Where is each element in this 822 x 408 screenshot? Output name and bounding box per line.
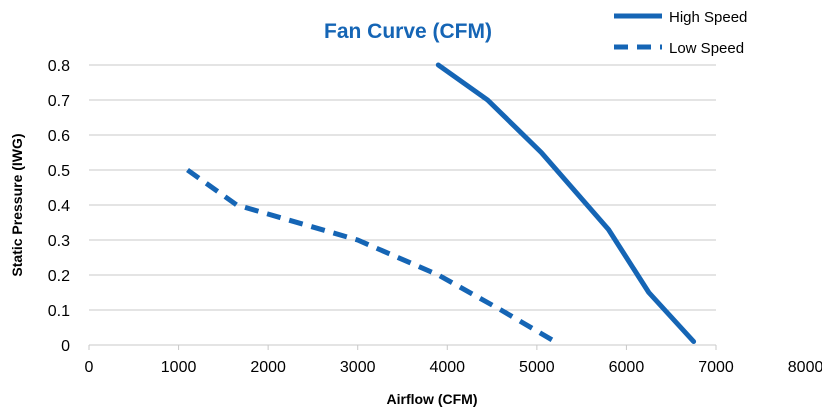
y-tick-label: 0.2 <box>48 268 70 285</box>
y-tick-labels: 0 0.1 0.2 0.3 0.4 0.5 0.6 0.7 0.8 <box>48 58 70 355</box>
series-layer <box>186 62 697 344</box>
y-tick-label: 0.1 <box>48 303 70 320</box>
y-tick-label: 0.3 <box>48 233 70 250</box>
series-line-low-speed <box>186 167 557 344</box>
legend: High Speed Low Speed <box>614 9 747 57</box>
y-tick-label: 0.6 <box>48 128 70 145</box>
x-tick-label: 6000 <box>609 359 645 376</box>
x-tick-label: 7000 <box>698 359 734 376</box>
x-tick-label: 0 <box>85 359 94 376</box>
y-tick-label: 0 <box>61 338 70 355</box>
y-axis-label: Static Pressure (IWG) <box>9 133 25 276</box>
y-tick-label: 0.4 <box>48 198 70 215</box>
x-tick-label: 2000 <box>250 359 286 376</box>
x-tick-label: 8000 <box>788 359 822 376</box>
chart-title: Fan Curve (CFM) <box>324 20 492 43</box>
y-tick-label: 0.8 <box>48 58 70 75</box>
legend-label: Low Speed <box>669 40 744 57</box>
grid-layer <box>88 64 717 350</box>
y-tick-label: 0.5 <box>48 163 70 180</box>
legend-label: High Speed <box>669 9 747 26</box>
series-line-high-speed <box>435 62 697 344</box>
x-tick-label: 5000 <box>519 359 555 376</box>
x-axis-label: Airflow (CFM) <box>387 391 478 407</box>
x-tick-label: 4000 <box>429 359 465 376</box>
x-tick-label: 1000 <box>161 359 197 376</box>
y-tick-label: 0.7 <box>48 93 70 110</box>
x-tick-label: 3000 <box>340 359 376 376</box>
x-tick-labels: 0 1000 2000 3000 4000 5000 6000 7000 8000 <box>85 359 822 376</box>
